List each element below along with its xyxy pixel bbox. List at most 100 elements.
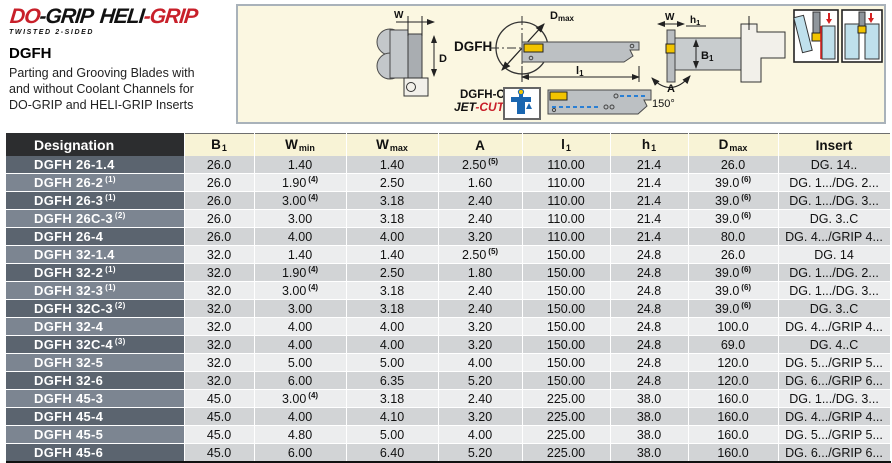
value-cell: 39.0 (6) xyxy=(688,209,779,228)
designation-cell: DGFH 32-2 (1) xyxy=(6,263,185,282)
front-view-drawing: W h1 B1 A 150° xyxy=(651,12,786,110)
designation-cell: DGFH 32-4 xyxy=(6,317,185,336)
value-cell: 160.0 xyxy=(688,443,779,463)
dgfh-c-coolant-drawing: DGFH-C JET-CUT xyxy=(454,87,652,120)
value-cell: 150.00 xyxy=(522,263,611,282)
col-header-l: l1 xyxy=(522,133,611,156)
value-cell: 3.00 xyxy=(254,209,347,228)
value-cell: 4.00 xyxy=(346,227,439,246)
value-cell: 225.00 xyxy=(522,443,611,463)
designation-cell: DGFH 32-1.4 xyxy=(6,245,185,264)
insert-cell: DG. 1.../DG. 3... xyxy=(778,281,891,300)
dmax-label: Dmax xyxy=(550,10,575,23)
value-cell: 45.0 xyxy=(184,407,255,426)
value-cell: 6.00 xyxy=(254,371,347,390)
insert-cell: DG. 1.../DG. 2... xyxy=(778,263,891,282)
value-cell: 1.40 xyxy=(254,156,347,174)
insert-cell: DG. 14 xyxy=(778,245,891,264)
brand-block: DO-GRIP HELI-GRIP TWISTED 2-SIDED DGFH Pa… xyxy=(8,5,235,113)
value-cell: 21.4 xyxy=(610,191,689,210)
value-cell: 6.40 xyxy=(346,443,439,463)
value-cell: 225.00 xyxy=(522,425,611,444)
value-cell: 24.8 xyxy=(610,263,689,282)
do-grip-logo: DO xyxy=(8,5,41,28)
value-cell: 3.20 xyxy=(438,317,523,336)
value-cell: 5.00 xyxy=(346,425,439,444)
designation-cell: DGFH 45-6 xyxy=(6,443,185,463)
value-cell: 160.0 xyxy=(688,407,779,426)
value-cell: 4.00 xyxy=(346,335,439,354)
table-row: DGFH 26-1.4 26.0 1.40 1.40 2.50 (5) 110.00 21.4… xyxy=(6,156,891,174)
value-cell: 5.20 xyxy=(438,371,523,390)
designation-cell: DGFH 26-3 (1) xyxy=(6,191,185,210)
jet-cut-logo: JET-CUT xyxy=(454,100,506,114)
value-cell: 4.10 xyxy=(346,407,439,426)
d-dim-label: D xyxy=(439,53,447,65)
value-cell: 110.00 xyxy=(522,156,611,174)
value-cell: 24.8 xyxy=(610,353,689,372)
value-cell: 32.0 xyxy=(184,263,255,282)
insert-cell: DG. 3..C xyxy=(778,209,891,228)
value-cell: 160.0 xyxy=(688,425,779,444)
value-cell: 1.40 xyxy=(254,245,347,264)
value-cell: 32.0 xyxy=(184,281,255,300)
value-cell: 45.0 xyxy=(184,389,255,408)
designation-cell: DGFH 45-4 xyxy=(6,407,185,426)
insert-cell: DG. 6.../GRIP 6... xyxy=(778,371,891,390)
application-icon-external xyxy=(793,9,839,63)
coolant-faucet-icon xyxy=(503,87,541,120)
value-cell: 3.18 xyxy=(346,191,439,210)
value-cell: 3.18 xyxy=(346,299,439,318)
table-row: DGFH 26C-3 (2) 26.0 3.00 3.18 2.40 110.00 21.4 3… xyxy=(6,209,891,228)
insert-cell: DG. 1.../DG. 2... xyxy=(778,173,891,192)
value-cell: 32.0 xyxy=(184,371,255,390)
l1-dim-label: l1 xyxy=(576,65,584,78)
value-cell: 39.0 (6) xyxy=(688,299,779,318)
table-row: DGFH 45-4 45.0 4.00 4.10 3.20 225.00 38.0 160.0… xyxy=(6,407,891,426)
value-cell: 4.00 xyxy=(254,317,347,336)
value-cell: 26.0 xyxy=(688,156,779,174)
table-row: DGFH 32-6 32.0 6.00 6.35 5.20 150.00 24.8 120.0… xyxy=(6,371,891,390)
insert-cell: DG. 1.../DG. 3... xyxy=(778,191,891,210)
value-cell: 3.00 (4) xyxy=(254,281,347,300)
insert-cell: DG. 4..C xyxy=(778,335,891,354)
value-cell: 1.90 (4) xyxy=(254,173,347,192)
value-cell: 32.0 xyxy=(184,245,255,264)
value-cell: 3.20 xyxy=(438,335,523,354)
brand-logos: DO-GRIP HELI-GRIP xyxy=(8,5,199,28)
value-cell: 120.0 xyxy=(688,353,779,372)
table-row: DGFH 45-6 45.0 6.00 6.40 5.20 225.00 38.0 160.0… xyxy=(6,443,891,463)
value-cell: 110.00 xyxy=(522,209,611,228)
heli-grip-logo: HELI xyxy=(98,5,145,28)
value-cell: 4.00 xyxy=(254,227,347,246)
value-cell: 110.00 xyxy=(522,173,611,192)
value-cell: 150.00 xyxy=(522,335,611,354)
value-cell: 39.0 (6) xyxy=(688,263,779,282)
insert-cell: DG. 1.../DG. 3... xyxy=(778,389,891,408)
value-cell: 2.50 (5) xyxy=(438,156,523,174)
table-row: DGFH 32-1.4 32.0 1.40 1.40 2.50 (5) 150.00 24.8… xyxy=(6,245,891,264)
dgfh-label: DGFH xyxy=(454,39,492,54)
value-cell: 1.60 xyxy=(438,173,523,192)
table-row: DGFH 26-3 (1) 26.0 3.00 (4) 3.18 2.40 110.00 21.… xyxy=(6,191,891,210)
value-cell: 38.0 xyxy=(610,443,689,463)
value-cell: 2.50 (5) xyxy=(438,245,523,264)
table-row: DGFH 32-5 32.0 5.00 5.00 4.00 150.00 24.8 120.0… xyxy=(6,353,891,372)
h1-dim-label: h1 xyxy=(690,15,700,27)
value-cell: 4.00 xyxy=(438,425,523,444)
value-cell: 5.00 xyxy=(346,353,439,372)
value-cell: 32.0 xyxy=(184,353,255,372)
designation-cell: DGFH 45-3 xyxy=(6,389,185,408)
value-cell: 24.8 xyxy=(610,371,689,390)
table-row: DGFH 26-4 26.0 4.00 4.00 3.20 110.00 21.4 80.0 D… xyxy=(6,227,891,246)
value-cell: 26.0 xyxy=(184,156,255,174)
value-cell: 1.90 (4) xyxy=(254,263,347,282)
table-row: DGFH 26-2 (1) 26.0 1.90 (4) 2.50 1.60 110.00 21.… xyxy=(6,173,891,192)
tagline: TWISTED 2-SIDED xyxy=(9,29,95,36)
insert-cell: DG. 4.../GRIP 4... xyxy=(778,317,891,336)
value-cell: 150.00 xyxy=(522,353,611,372)
value-cell: 3.20 xyxy=(438,407,523,426)
table-row: DGFH 45-3 45.0 3.00 (4) 3.18 2.40 225.00 38.0 16… xyxy=(6,389,891,408)
table-row: DGFH 45-5 45.0 4.80 5.00 4.00 225.00 38.0 160.0… xyxy=(6,425,891,444)
col-header-insert: Insert xyxy=(778,133,891,156)
